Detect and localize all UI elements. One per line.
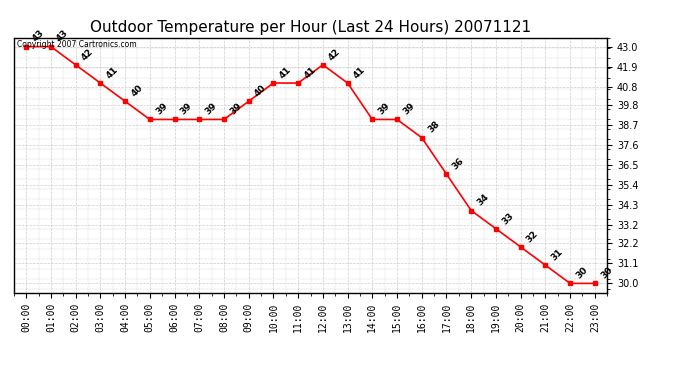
Text: 30: 30 — [599, 266, 614, 280]
Text: Copyright 2007 Cartronics.com: Copyright 2007 Cartronics.com — [17, 40, 137, 49]
Text: 41: 41 — [352, 65, 367, 80]
Text: 39: 39 — [204, 101, 219, 117]
Text: 39: 39 — [377, 101, 392, 117]
Text: 40: 40 — [129, 83, 144, 99]
Text: 39: 39 — [154, 101, 169, 117]
Text: 41: 41 — [277, 65, 293, 80]
Text: 41: 41 — [104, 65, 120, 80]
Text: 42: 42 — [327, 47, 342, 62]
Text: 38: 38 — [426, 120, 441, 135]
Text: 30: 30 — [574, 266, 589, 280]
Text: 42: 42 — [80, 47, 95, 62]
Text: 32: 32 — [525, 229, 540, 244]
Text: 31: 31 — [549, 247, 564, 262]
Text: 41: 41 — [302, 65, 317, 80]
Text: 39: 39 — [179, 101, 194, 117]
Text: 36: 36 — [451, 156, 466, 171]
Text: 40: 40 — [253, 83, 268, 99]
Text: 39: 39 — [228, 101, 244, 117]
Text: 43: 43 — [55, 28, 70, 44]
Title: Outdoor Temperature per Hour (Last 24 Hours) 20071121: Outdoor Temperature per Hour (Last 24 Ho… — [90, 20, 531, 35]
Text: 33: 33 — [500, 211, 515, 226]
Text: 43: 43 — [30, 28, 46, 44]
Text: 39: 39 — [401, 101, 417, 117]
Text: 34: 34 — [475, 192, 491, 208]
